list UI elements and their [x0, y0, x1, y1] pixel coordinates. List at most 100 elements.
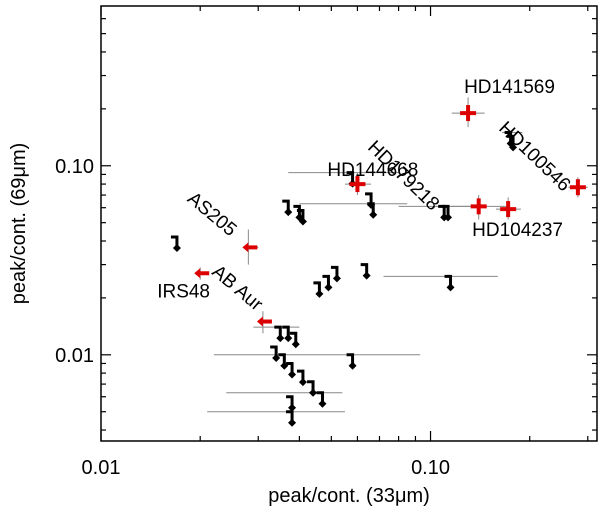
y-axis-label: peak/cont. (69μm)	[8, 143, 30, 305]
source-label: HD100546	[494, 118, 574, 196]
upper-limit-stroke	[346, 171, 355, 183]
upper-limit-stroke	[360, 263, 369, 275]
upper-limit-stroke	[293, 204, 301, 217]
upper-limit-marker	[316, 391, 327, 408]
upper-limit-arrowhead	[284, 208, 293, 217]
upper-limit-stroke	[274, 325, 282, 338]
upper-limit-stroke	[286, 395, 294, 407]
upper-limit-stroke	[282, 199, 290, 212]
upper-limit-arrowhead	[276, 334, 285, 343]
upper-limit-stroke	[365, 192, 373, 204]
upper-limit-stroke	[286, 410, 294, 422]
source-label: HD141569	[464, 77, 555, 98]
upper-limit-stroke	[286, 361, 294, 374]
upper-limit-marker	[286, 361, 297, 379]
upper-limit-marker	[322, 274, 333, 292]
x-axis-label: peak/cont. (33μm)	[268, 485, 430, 507]
upper-limit-arrowhead	[298, 378, 307, 387]
detection-marker	[349, 176, 366, 193]
upper-limit-marker	[507, 134, 518, 152]
upper-limit-marker	[367, 202, 378, 219]
upper-limit-arrowhead	[444, 213, 453, 222]
upper-limit-arrowhead	[288, 403, 297, 412]
y-tick-label: 0.10	[55, 156, 94, 178]
detection-arrowhead	[256, 316, 263, 327]
upper-limit-marker	[296, 208, 307, 226]
detection-arrowhead	[194, 268, 201, 279]
upper-limit-marker	[289, 331, 300, 349]
upper-limit-marker	[282, 325, 293, 343]
detection-marker	[256, 316, 272, 327]
upper-limit-arrowhead	[446, 283, 455, 292]
upper-limit-marker	[286, 410, 297, 427]
upper-limit-arrowhead	[309, 388, 318, 397]
upper-limit-arrowhead	[348, 361, 357, 370]
upper-limit-arrowhead	[298, 217, 307, 226]
detection-marker	[470, 198, 487, 215]
upper-limit-stroke	[316, 391, 324, 403]
upper-limit-arrowhead	[272, 353, 281, 362]
plot-frame	[100, 5, 598, 442]
source-label: HD104237	[472, 220, 563, 241]
upper-limit-stroke	[507, 134, 515, 147]
detection-arrowhead	[242, 242, 249, 253]
annotation-layer: HD141569HD100546HD179218HD104237HD144668…	[157, 77, 574, 316]
upper-limit-stroke	[322, 274, 330, 287]
axis-ticks	[100, 6, 597, 441]
tick-labels: 0.01 0.10 0.01 0.10	[55, 156, 450, 479]
upper-limit-arrowhead	[284, 334, 293, 343]
x-tick-label: 0.01	[82, 457, 121, 479]
upper-limit-stroke	[504, 130, 513, 143]
upper-limit-stroke	[278, 353, 286, 365]
source-label: AS205	[183, 188, 240, 241]
source-label: AB Aur	[208, 261, 267, 316]
upper-limit-stroke	[289, 331, 298, 344]
detection-layer	[194, 105, 586, 327]
upper-limit-arrowhead	[332, 274, 341, 283]
upper-limit-marker	[307, 380, 318, 397]
detection-marker	[242, 242, 258, 253]
upper-limit-stroke	[442, 204, 450, 217]
upper-limit-stroke	[444, 274, 453, 287]
upper-limit-marker	[330, 265, 341, 283]
upper-limit-marker	[274, 325, 285, 343]
upper-limit-stroke	[307, 380, 315, 392]
y-tick-label: 0.01	[55, 345, 94, 367]
upper-limit-marker	[442, 204, 453, 222]
upper-limit-stroke	[270, 345, 278, 357]
detection-marker	[194, 268, 210, 279]
detection-marker	[569, 179, 586, 196]
upper-limit-arrowhead	[318, 399, 327, 408]
upper-limit-stroke	[346, 353, 355, 365]
upper-limit-stroke	[282, 325, 290, 338]
upper-limit-stroke	[367, 202, 375, 214]
upper-limit-marker	[360, 263, 371, 280]
upper-limit-arrowhead	[369, 210, 378, 219]
upper-limit-marker	[270, 345, 281, 362]
upper-limit-marker	[282, 199, 293, 217]
upper-limit-arrowhead	[324, 283, 333, 292]
upper-limit-marker	[346, 353, 357, 370]
upper-limit-arrowhead	[291, 340, 300, 349]
upper-limit-stroke	[313, 281, 321, 293]
x-tick-label: 0.10	[411, 457, 450, 479]
upper-limit-stroke	[330, 265, 339, 278]
upper-limit-arrowhead	[315, 289, 324, 298]
detection-marker	[460, 105, 477, 122]
upper-limit-arrowhead	[172, 243, 181, 252]
upper-limit-marker	[444, 274, 455, 292]
upper-limit-stroke	[170, 235, 179, 247]
upper-limit-marker	[313, 281, 324, 298]
upper-limit-marker	[296, 369, 307, 387]
upper-limit-marker	[170, 235, 181, 252]
upper-limit-arrowhead	[288, 418, 297, 427]
detection-marker	[500, 201, 517, 218]
upper-limit-stroke	[296, 369, 305, 382]
source-label: HD144668	[327, 160, 418, 181]
upper-limit-arrowhead	[509, 143, 518, 152]
upper-limit-marker	[286, 395, 297, 412]
upper-limit-stroke	[296, 208, 305, 221]
upper-limit-arrowhead	[362, 271, 371, 280]
source-label: IRS48	[157, 281, 210, 302]
